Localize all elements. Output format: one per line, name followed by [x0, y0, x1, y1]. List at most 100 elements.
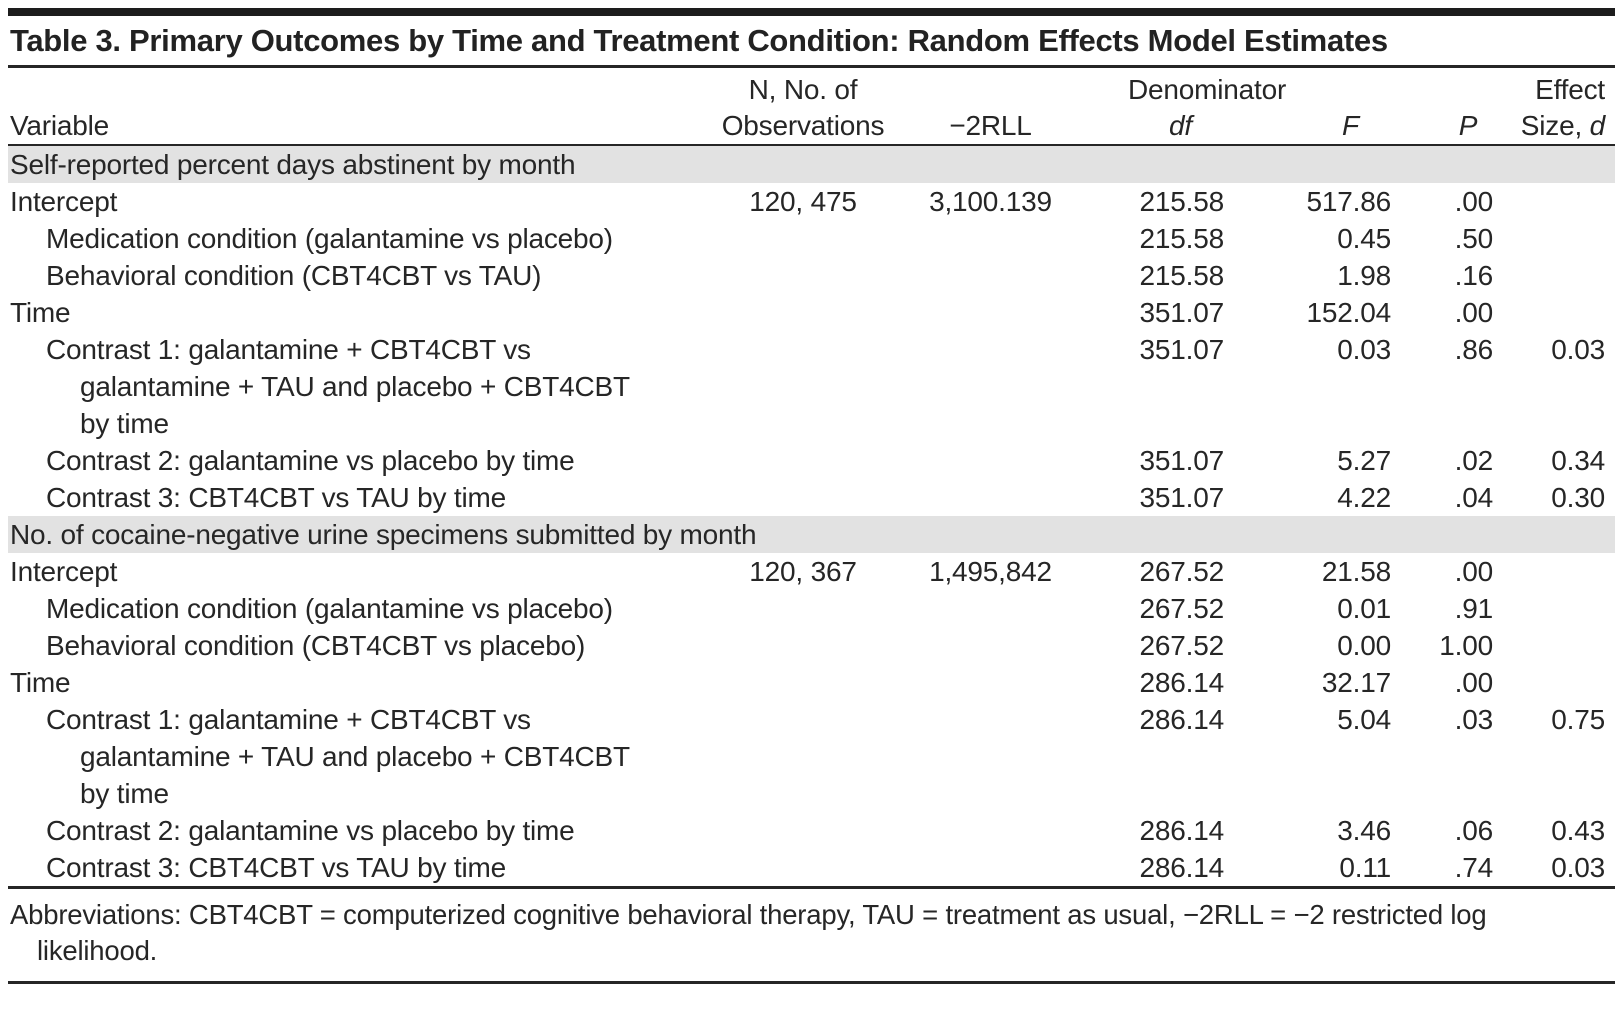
- cell-df: 267.52: [1139, 630, 1225, 661]
- cell-df: 267.52: [1139, 556, 1225, 587]
- header-effect-line2: Size, d: [1520, 110, 1605, 141]
- variable-label-continuation: galantamine + TAU and placebo + CBT4CBT: [80, 741, 630, 772]
- cell-p: .50: [1454, 223, 1494, 254]
- cell-p: .03: [1454, 704, 1494, 735]
- cell-p: .16: [1454, 260, 1494, 291]
- column-header-f: F: [1233, 108, 1398, 144]
- cell-df: 267.52: [1139, 593, 1225, 624]
- cell-df: 351.07: [1139, 445, 1225, 476]
- cell-p: .00: [1454, 556, 1494, 587]
- cell-p: .86: [1454, 334, 1494, 365]
- table-title: Table 3. Primary Outcomes by Time and Tr…: [8, 16, 1615, 68]
- variable-label: Contrast 2: galantamine vs placebo by ti…: [46, 815, 575, 846]
- cell-f: 32.17: [1321, 667, 1391, 698]
- footnote: Abbreviations: CBT4CBT = computerized co…: [8, 889, 1615, 981]
- cell-d: 0.03: [1551, 852, 1605, 883]
- column-header-variable-label: Variable: [10, 110, 110, 141]
- cell-f: 0.01: [1337, 593, 1391, 624]
- cell-variable: Contrast 2: galantamine vs placebo by ti…: [8, 442, 663, 479]
- header-df-line2: df: [1169, 110, 1192, 141]
- cell-variable: Contrast 3: CBT4CBT vs TAU by time: [8, 479, 663, 516]
- cell-2rll: 1,495,842: [929, 556, 1052, 587]
- table-row: Behavioral condition (CBT4CBT vs placebo…: [8, 627, 1615, 664]
- table-row: Contrast 2: galantamine vs placebo by ti…: [8, 812, 1615, 849]
- header-effect-line1: Effect: [1535, 74, 1605, 105]
- cell-d: 0.30: [1551, 482, 1605, 513]
- table-row: Contrast 1: galantamine + CBT4CBT vs gal…: [8, 701, 1615, 812]
- footnote-line: likelihood.: [37, 935, 158, 966]
- cell-f: 4.22: [1337, 482, 1391, 513]
- cell-f: 152.04: [1306, 297, 1392, 328]
- cell-n: 120, 367: [749, 556, 857, 587]
- header-n-line2: Observations: [721, 110, 885, 141]
- column-header-2rll: −2RLL: [898, 108, 1068, 144]
- column-header-n-observations: N, No. of Observations: [663, 72, 898, 144]
- footnote-line: Abbreviations: CBT4CBT = computerized co…: [10, 899, 1487, 930]
- cell-d: 0.75: [1551, 704, 1605, 735]
- column-header-variable: Variable: [8, 108, 663, 144]
- cell-f: 3.46: [1337, 815, 1391, 846]
- cell-p: .91: [1454, 593, 1494, 624]
- cell-df: 286.14: [1139, 667, 1225, 698]
- header-n-line1: N, No. of: [748, 74, 858, 105]
- variable-label: Contrast 1: galantamine + CBT4CBT vs: [46, 704, 531, 735]
- cell-variable: Behavioral condition (CBT4CBT vs placebo…: [8, 627, 663, 664]
- table-row: Time 286.14 32.17 .00: [8, 664, 1615, 701]
- cell-f: 5.27: [1337, 445, 1391, 476]
- table-row: Contrast 3: CBT4CBT vs TAU by time 351.0…: [8, 479, 1615, 516]
- cell-p: .74: [1454, 852, 1494, 883]
- table-row: Intercept 120, 475 3,100.139 215.58 517.…: [8, 183, 1615, 220]
- cell-variable: Contrast 1: galantamine + CBT4CBT vs gal…: [8, 331, 663, 442]
- variable-label: Medication condition (galantamine vs pla…: [46, 593, 613, 624]
- cell-df: 351.07: [1139, 482, 1225, 513]
- table-row: Contrast 1: galantamine + CBT4CBT vs gal…: [8, 331, 1615, 442]
- cell-df: 286.14: [1139, 852, 1225, 883]
- cell-f: 0.00: [1337, 630, 1391, 661]
- column-header-effect-size: Effect Size, d: [1498, 72, 1615, 144]
- cell-f: 517.86: [1306, 186, 1392, 217]
- cell-d: 0.34: [1551, 445, 1605, 476]
- cell-f: 0.11: [1339, 852, 1391, 883]
- cell-variable: Medication condition (galantamine vs pla…: [8, 220, 663, 257]
- variable-label: Intercept: [10, 186, 118, 217]
- variable-label-continuation: galantamine + TAU and placebo + CBT4CBT: [80, 371, 630, 402]
- variable-label-continuation: by time: [80, 408, 169, 439]
- cell-variable: Intercept: [8, 183, 663, 220]
- cell-p: .02: [1454, 445, 1494, 476]
- cell-df: 286.14: [1139, 704, 1225, 735]
- cell-df: 215.58: [1139, 186, 1225, 217]
- cell-df: 351.07: [1139, 334, 1225, 365]
- header-2rll-label: −2RLL: [949, 110, 1032, 141]
- cell-p: .04: [1454, 482, 1494, 513]
- cell-f: 5.04: [1337, 704, 1391, 735]
- header-f-label: F: [1342, 110, 1359, 141]
- cell-variable: Contrast 3: CBT4CBT vs TAU by time: [8, 849, 663, 886]
- cell-f: 0.45: [1337, 223, 1391, 254]
- header-p-label: P: [1458, 110, 1478, 141]
- section-band-urine: No. of cocaine-negative urine specimens …: [8, 516, 1615, 553]
- cell-p: 1.00: [1439, 630, 1493, 661]
- table-row: Medication condition (galantamine vs pla…: [8, 590, 1615, 627]
- cell-variable: Intercept: [8, 553, 663, 590]
- header-df-line1: Denominator: [1128, 74, 1287, 105]
- cell-f: 1.98: [1337, 260, 1391, 291]
- cell-variable: Medication condition (galantamine vs pla…: [8, 590, 663, 627]
- bottom-rule: [8, 981, 1615, 984]
- cell-variable: Contrast 1: galantamine + CBT4CBT vs gal…: [8, 701, 663, 812]
- cell-p: .00: [1454, 667, 1494, 698]
- variable-label: Intercept: [10, 556, 118, 587]
- paper-table-page: Table 3. Primary Outcomes by Time and Tr…: [8, 8, 1615, 984]
- cell-variable: Behavioral condition (CBT4CBT vs TAU): [8, 257, 663, 294]
- variable-label: Time: [10, 297, 71, 328]
- variable-label-continuation: by time: [80, 778, 169, 809]
- cell-df: 215.58: [1139, 223, 1225, 254]
- column-header-row: Variable N, No. of Observations −2RLL De…: [8, 68, 1615, 146]
- table-row: Contrast 2: galantamine vs placebo by ti…: [8, 442, 1615, 479]
- table-row: Medication condition (galantamine vs pla…: [8, 220, 1615, 257]
- cell-f: 0.03: [1337, 334, 1391, 365]
- cell-d: 0.43: [1551, 815, 1605, 846]
- column-header-denominator-df: Denominator df: [1068, 72, 1287, 144]
- variable-label: Behavioral condition (CBT4CBT vs placebo…: [46, 630, 586, 661]
- section-band-abstinent: Self-reported percent days abstinent by …: [8, 146, 1615, 183]
- cell-df: 286.14: [1139, 815, 1225, 846]
